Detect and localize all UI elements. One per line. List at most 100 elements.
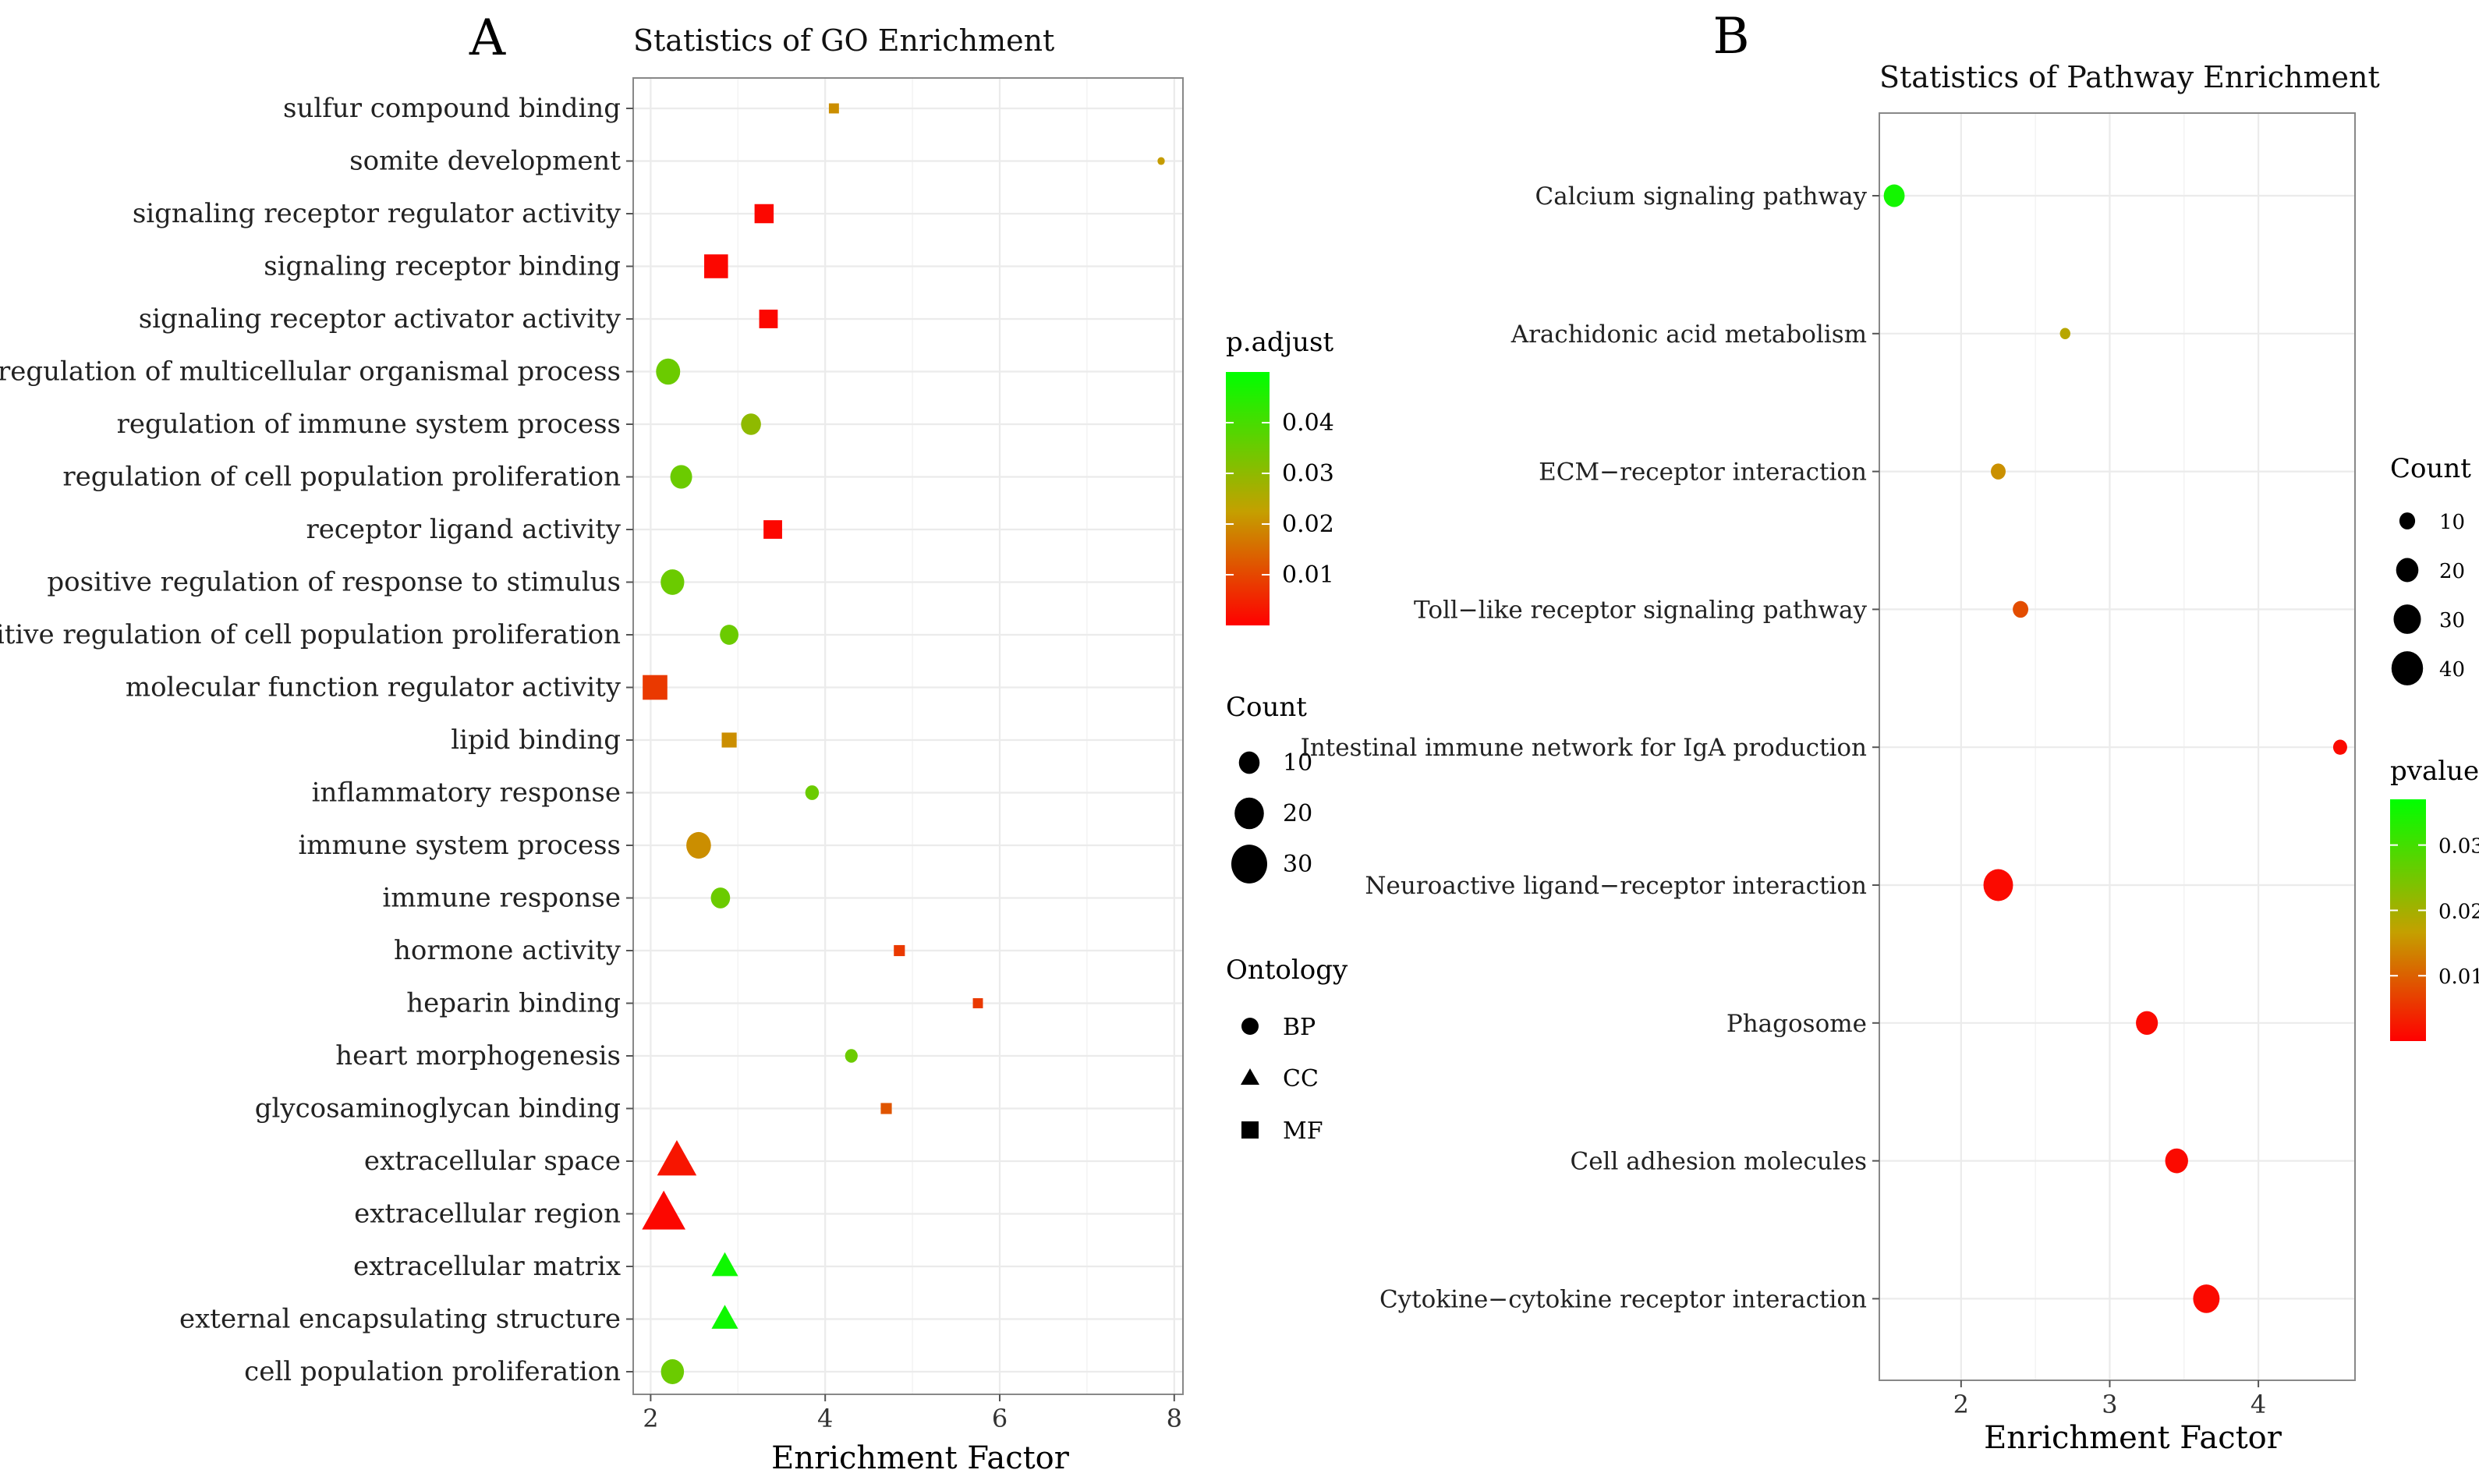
- y-label-somite-development: somite development: [349, 146, 621, 177]
- legend-count-items-b: 10 20 30 40: [2391, 511, 2465, 685]
- y-label-immune-system-process: immune system process: [298, 830, 621, 861]
- point-receptor-ligand-activity: [763, 520, 782, 539]
- point-signaling-receptor-binding: [704, 254, 728, 278]
- colorbar-tick-label: 0.03: [1282, 460, 1334, 487]
- y-label-glycosaminoglycan-binding: glycosaminoglycan binding: [255, 1093, 621, 1125]
- point-external-encapsulating-structure: [711, 1305, 738, 1329]
- panel-a-color-legend: p.adjust 0.04 0.03 0.02 0.01: [1226, 327, 1334, 625]
- y-label-ecm-receptor-interaction: ECM−receptor interaction: [1539, 459, 1867, 487]
- point-extracellular-region: [642, 1190, 686, 1230]
- y-label-hormone-activity: hormone activity: [394, 935, 622, 966]
- y-label-neuroactive-ligand-receptor-interaction: Neuroactive ligand−receptor interaction: [1365, 872, 1867, 900]
- point-ecm-receptor-interaction: [1991, 463, 2006, 480]
- point-toll-like-receptor-signaling-pathway: [2013, 600, 2029, 618]
- point-positive-regulation-of-response-to-stimulus: [660, 569, 685, 595]
- point-phagosome: [2136, 1011, 2159, 1035]
- point-regulation-of-multicellular-organismal-process: [656, 358, 681, 385]
- point-extracellular-space: [657, 1139, 697, 1176]
- legend-count-dot-30: [1231, 845, 1268, 884]
- legend-count-title-a: Count: [1226, 692, 1307, 723]
- point-calcium-signaling-pathway: [1883, 184, 1905, 207]
- colorbar-tick-label: 0.02: [2438, 900, 2479, 923]
- y-label-regulation-of-cell-population-proliferation: regulation of cell population proliferat…: [62, 462, 621, 493]
- legend-ontology-bp: BP: [1241, 1014, 1316, 1041]
- y-label-sulfur-compound-binding: sulfur compound binding: [283, 93, 621, 124]
- panel-a-y-labels: sulfur compound binding somite developmen…: [0, 93, 633, 1387]
- y-label-immune-response: immune response: [382, 883, 621, 914]
- legend-count-title-b: Count: [2390, 453, 2471, 484]
- legend-count-label-40: 40: [2439, 658, 2465, 682]
- x-tick-label: 4: [817, 1404, 833, 1433]
- x-tick-label: 2: [643, 1404, 658, 1433]
- y-label-toll-like-receptor-signaling-pathway: Toll−like receptor signaling pathway: [1414, 596, 1867, 624]
- legend-count-dot-10: [2399, 512, 2416, 529]
- point-arachidonic-acid-metabolism: [2059, 328, 2070, 340]
- colorbar-tick-label: 0.02: [1282, 511, 1334, 538]
- colorbar-tick-label: 0.04: [1282, 409, 1334, 437]
- legend-mf-square-icon: [1241, 1121, 1259, 1139]
- x-tick-label: 6: [992, 1404, 1008, 1433]
- y-label-cell-adhesion-molecules: Cell adhesion molecules: [1570, 1148, 1867, 1176]
- point-lipid-binding: [721, 732, 737, 748]
- legend-count-label-20: 20: [1283, 800, 1312, 827]
- legend-ontology-mf: MF: [1241, 1117, 1323, 1145]
- y-label-regulation-of-immune-system-process: regulation of immune system process: [117, 409, 621, 440]
- panel-a-x-axis-title: Enrichment Factor: [771, 1440, 1070, 1476]
- y-label-extracellular-space: extracellular space: [364, 1146, 621, 1177]
- legend-count-label-30: 30: [2439, 609, 2465, 632]
- y-label-molecular-function-regulator-activity: molecular function regulator activity: [126, 672, 622, 703]
- y-label-intestinal-immune-network-for-iga-production: Intestinal immune network for IgA produc…: [1301, 734, 1867, 762]
- point-molecular-function-regulator-activity: [643, 675, 668, 700]
- panel-b-size-legend: Count 10 20 30 40: [2390, 453, 2471, 685]
- x-tick-label: 2: [1953, 1390, 1969, 1419]
- point-regulation-of-cell-population-proliferation: [670, 465, 692, 489]
- legend-p-adjust-ticks: 0.04 0.03 0.02 0.01: [1226, 409, 1334, 589]
- point-heart-morphogenesis: [845, 1049, 858, 1063]
- y-label-inflammatory-response: inflammatory response: [312, 777, 621, 809]
- panel-a-shape-legend: Ontology BP CC MF: [1226, 955, 1348, 1145]
- x-tick-label: 8: [1167, 1404, 1182, 1433]
- legend-pvalue-gradient: [2390, 799, 2426, 1041]
- y-label-external-encapsulating-structure: external encapsulating structure: [179, 1304, 621, 1335]
- colorbar-tick-label: 0.01: [2438, 965, 2479, 989]
- panel-b-y-labels: Calcium signaling pathway Arachidonic aci…: [1301, 182, 1879, 1313]
- legend-p-adjust-title: p.adjust: [1226, 327, 1333, 358]
- point-inflammatory-response: [805, 785, 820, 800]
- panel-b-points: [1883, 184, 2347, 1313]
- legend-count-dot-40: [2391, 651, 2424, 685]
- legend-count-items-a: 10 20 30: [1231, 749, 1312, 884]
- y-label-signaling-receptor-binding: signaling receptor binding: [264, 251, 621, 282]
- point-hormone-activity: [894, 944, 905, 957]
- y-label-cytokine-cytokine-receptor-interaction: Cytokine−cytokine receptor interaction: [1379, 1285, 1867, 1313]
- point-sulfur-compound-binding: [828, 103, 839, 114]
- point-immune-system-process: [686, 831, 711, 859]
- panel-b: B Statistics of Pathway Enrichment Calci…: [1301, 8, 2479, 1456]
- legend-pvalue-title: pvalue: [2390, 756, 2479, 787]
- legend-ontology-title: Ontology: [1226, 955, 1348, 986]
- y-label-lipid-binding: lipid binding: [451, 724, 621, 756]
- legend-count-dot-10: [1238, 751, 1260, 774]
- legend-count-dot-30: [2393, 604, 2421, 634]
- point-signaling-receptor-regulator-activity: [754, 204, 774, 224]
- legend-cc-label: CC: [1283, 1065, 1319, 1093]
- y-label-heart-morphogenesis: heart morphogenesis: [335, 1040, 621, 1071]
- panel-a-plot-frame: [632, 77, 1184, 1395]
- y-label-heparin-binding: heparin binding: [406, 988, 621, 1019]
- panel-a: A Statistics of GO Enrichment sulfur com…: [0, 9, 1348, 1476]
- legend-bp-label: BP: [1283, 1014, 1316, 1041]
- panel-b-color-legend: pvalue 0.03 0.02 0.01: [2390, 756, 2479, 1041]
- panel-b-gridlines: [1879, 113, 2355, 1380]
- panel-a-gridlines: [633, 78, 1183, 1394]
- legend-cc-triangle-icon: [1241, 1068, 1259, 1085]
- panel-a-x-ticks: 2 4 6 8: [643, 1394, 1182, 1433]
- point-neuroactive-ligand-receptor-interaction: [1983, 869, 2013, 901]
- y-label-extracellular-matrix: extracellular matrix: [353, 1251, 621, 1282]
- y-label-phagosome: Phagosome: [1726, 1010, 1867, 1038]
- point-cell-adhesion-molecules: [2165, 1148, 2188, 1174]
- point-signaling-receptor-activator-activity: [759, 310, 778, 328]
- point-cell-population-proliferation: [660, 1359, 685, 1384]
- y-label-regulation-of-multicellular-organismal-process: regulation of multicellular organismal p…: [0, 356, 621, 388]
- point-immune-response: [710, 887, 731, 908]
- legend-ontology-cc: CC: [1241, 1065, 1319, 1093]
- y-label-calcium-signaling-pathway: Calcium signaling pathway: [1535, 182, 1868, 211]
